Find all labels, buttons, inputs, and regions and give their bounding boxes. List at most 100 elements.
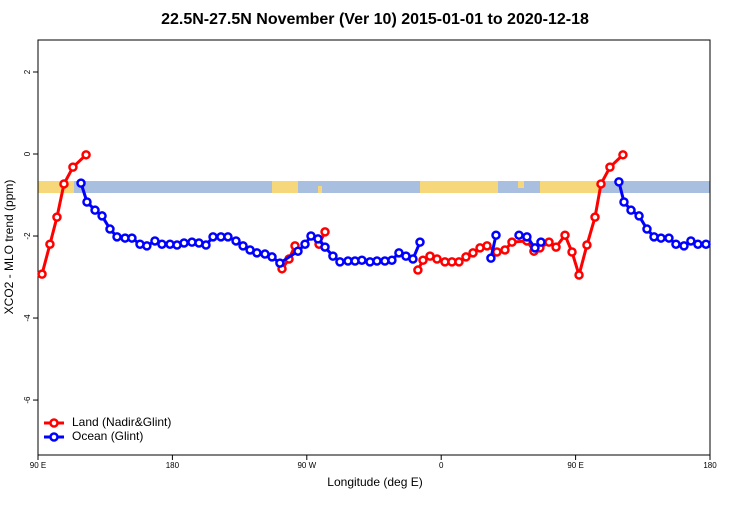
x-tick-label: 180 (166, 461, 180, 470)
data-point (394, 248, 404, 258)
land-band (518, 181, 524, 188)
y-tick-label: -2 (23, 232, 32, 240)
y-tick-label: -4 (23, 314, 32, 322)
data-point (300, 239, 310, 249)
x-tick-label: 90 W (297, 461, 316, 470)
legend-label: Ocean (Glint) (72, 429, 143, 443)
legend-marker (49, 418, 59, 428)
data-point (37, 269, 47, 279)
data-point (486, 253, 496, 263)
data-point (127, 233, 137, 243)
data-point (90, 205, 100, 215)
data-point (335, 257, 345, 267)
x-tick-label: 90 E (567, 461, 583, 470)
data-point (618, 150, 628, 160)
data-point (567, 247, 577, 257)
x-tick-label: 90 E (30, 461, 46, 470)
data-point (387, 255, 397, 265)
y-axis-label: XCO2 - MLO trend (ppm) (2, 180, 16, 315)
data-point (551, 242, 561, 252)
data-point (201, 240, 211, 250)
data-point (468, 248, 478, 258)
land-band (38, 181, 74, 193)
data-point (372, 256, 382, 266)
x-tick-label: 0 (439, 461, 444, 470)
data-point (560, 230, 570, 240)
x-tick-label: 180 (703, 461, 717, 470)
data-point (112, 232, 122, 242)
data-point (530, 243, 540, 253)
legend-item: Ocean (Glint) (44, 429, 143, 443)
data-point (68, 162, 78, 172)
data-point (536, 237, 546, 247)
land-band (272, 181, 298, 193)
data-point (614, 177, 624, 187)
data-point (544, 237, 554, 247)
data-point (461, 252, 471, 262)
data-point (157, 239, 167, 249)
data-point (267, 252, 277, 262)
data-point (432, 254, 442, 264)
x-axis-label: Longitude (deg E) (327, 475, 422, 489)
y-tick-label: -6 (23, 396, 32, 404)
data-point (514, 230, 524, 240)
data-point (701, 239, 711, 249)
data-point (454, 257, 464, 267)
data-point (413, 265, 423, 275)
data-point (596, 179, 606, 189)
data-point (357, 255, 367, 265)
data-point (142, 241, 152, 251)
data-point (231, 236, 241, 246)
data-point (179, 238, 189, 248)
data-point (59, 179, 69, 189)
land-band (420, 181, 498, 193)
data-point (679, 241, 689, 251)
data-point (415, 237, 425, 247)
data-point (105, 224, 115, 234)
data-point (590, 212, 600, 222)
legend-item: Land (Nadir&Glint) (44, 415, 171, 429)
data-point (656, 233, 666, 243)
data-point (693, 239, 703, 249)
data-point (574, 270, 584, 280)
data-point (619, 197, 629, 207)
data-point (408, 254, 418, 264)
data-point (82, 197, 92, 207)
data-point (492, 247, 502, 257)
data-point (634, 211, 644, 221)
data-point (605, 162, 615, 172)
y-tick-label: 0 (23, 151, 32, 156)
data-point (582, 240, 592, 250)
data-point (208, 232, 218, 242)
data-point (238, 241, 248, 251)
data-point (313, 234, 323, 244)
data-point (76, 178, 86, 188)
plot-frame (37, 39, 711, 456)
data-point (45, 239, 55, 249)
data-point (223, 232, 233, 242)
y-tick-label: 2 (23, 69, 32, 74)
data-point (522, 232, 532, 242)
data-point (252, 248, 262, 258)
data-point (293, 246, 303, 256)
data-point (626, 205, 636, 215)
legend-label: Land (Nadir&Glint) (72, 415, 171, 429)
data-point (320, 227, 330, 237)
data-point (491, 230, 501, 240)
data-point (418, 255, 428, 265)
land-band (540, 181, 600, 193)
land-band (318, 186, 322, 193)
data-point (81, 150, 91, 160)
data-point (686, 236, 696, 246)
map-band (38, 181, 710, 193)
data-point (320, 242, 330, 252)
data-point (664, 233, 674, 243)
data-point (52, 212, 62, 222)
data-point (97, 211, 107, 221)
data-point (500, 245, 510, 255)
legend-marker (49, 432, 59, 442)
data-point (150, 236, 160, 246)
data-point (275, 258, 285, 268)
